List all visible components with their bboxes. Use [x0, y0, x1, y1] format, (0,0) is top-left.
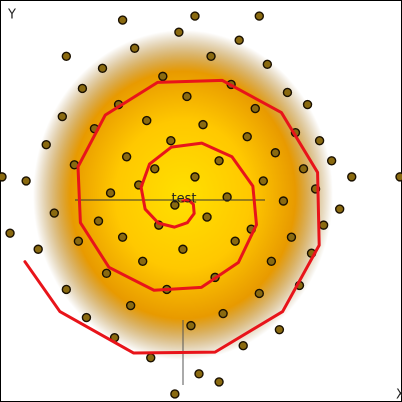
scatter-point — [150, 164, 160, 174]
scatter-point — [81, 312, 92, 323]
scatter-point — [198, 119, 208, 130]
scatter-point — [298, 164, 309, 174]
scatter-point — [262, 59, 273, 70]
scatter-point — [61, 51, 72, 61]
scatter-point — [202, 212, 212, 222]
scatter-point — [49, 208, 59, 218]
scatter-point — [286, 232, 297, 242]
scatter-point — [395, 172, 402, 182]
scatter-point — [117, 15, 128, 25]
scatter-point — [230, 236, 240, 246]
scatter-point — [41, 140, 51, 150]
scatter-point — [302, 99, 313, 110]
scatter-point — [258, 176, 269, 186]
scatter-point — [334, 204, 345, 214]
scatter-point — [250, 103, 260, 114]
scatter-point — [270, 148, 281, 158]
scatter-point — [242, 131, 252, 142]
scatter-point — [194, 369, 204, 379]
scatter-point — [206, 51, 216, 61]
x-axis-label: X — [396, 388, 402, 402]
scatter-point — [318, 220, 329, 230]
scatter-point — [234, 35, 244, 45]
scatter-point — [125, 300, 136, 311]
line-layer — [23, 78, 321, 355]
scatter-point — [166, 135, 176, 146]
scatter-point — [218, 308, 228, 319]
scatter-point — [61, 284, 72, 295]
scatter-layer — [0, 11, 402, 399]
scatter-point — [347, 172, 357, 182]
scatter-point — [182, 91, 192, 102]
scatter-point — [117, 232, 128, 242]
scatter-point — [190, 11, 200, 21]
scatter-point — [121, 152, 132, 162]
scatter-point — [314, 135, 325, 146]
scatter-point — [142, 115, 152, 126]
scatter-point — [105, 188, 116, 198]
scatter-point — [238, 341, 248, 351]
scatter-point — [254, 288, 264, 299]
scatter-point — [21, 176, 31, 186]
scatter-point — [73, 236, 84, 246]
scatter-point — [170, 389, 180, 399]
annotation: test — [172, 192, 197, 207]
scatter-point — [326, 156, 337, 166]
scatter-point — [158, 71, 168, 82]
scatter-point — [5, 228, 15, 238]
scatter-point — [77, 83, 88, 94]
scatter-point — [146, 353, 156, 363]
scatter-point — [93, 216, 104, 226]
scatter-point — [178, 244, 188, 254]
scatter-point — [170, 200, 180, 210]
scatter-point — [190, 172, 200, 182]
spiral-line — [23, 78, 321, 355]
scatter-point — [282, 87, 293, 98]
scatter-point — [254, 11, 264, 21]
scatter-point — [138, 256, 148, 266]
scatter-point — [266, 256, 277, 266]
scatter-point — [278, 196, 289, 206]
scatter-point — [101, 268, 112, 279]
scatter-point — [97, 63, 108, 74]
scatter-point — [186, 320, 196, 331]
y-axis-label: Y — [7, 8, 16, 23]
scatter-point — [214, 377, 224, 387]
scatter-point — [0, 172, 7, 182]
scatter-point — [274, 324, 285, 335]
scatter-point — [222, 192, 232, 202]
scatter-point — [57, 111, 68, 122]
scatter-point — [214, 156, 224, 166]
scatter-point — [129, 43, 140, 53]
scatter-point — [174, 27, 184, 37]
scatter-point — [33, 244, 43, 254]
